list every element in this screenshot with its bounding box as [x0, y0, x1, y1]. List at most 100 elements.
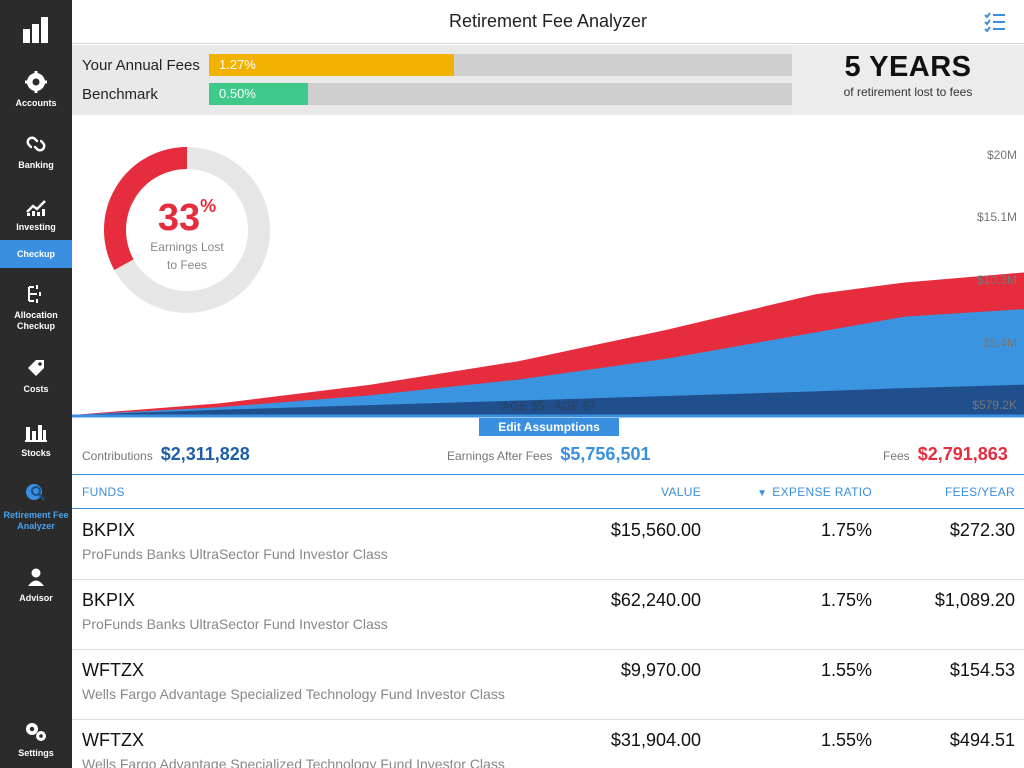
fund-name: ProFunds Banks UltraSector Fund Investor… — [82, 616, 388, 632]
earnings-summary: Earnings After Fees $5,756,501 — [447, 444, 650, 465]
gear-badge-icon — [24, 70, 48, 94]
sidebar-item-allocation-checkup[interactable]: Allocation Checkup — [0, 278, 72, 336]
sidebar-item-banking[interactable]: Banking — [0, 124, 72, 178]
link-icon — [24, 132, 48, 156]
sidebar-item-label: Retirement Fee Analyzer — [3, 510, 69, 531]
fees-label: Fees — [883, 449, 910, 463]
your-fees-value: 1.27% — [219, 57, 256, 72]
summary-bar: Contributions $2,311,828 Earnings After … — [72, 418, 1024, 475]
donut-percent: 33% — [92, 187, 282, 237]
benchmark-value: 0.50% — [219, 86, 256, 101]
your-fees-label: Your Annual Fees — [82, 56, 200, 74]
magnifier-icon — [24, 482, 48, 506]
fees-summary: Fees $2,791,863 — [883, 444, 1008, 465]
column-header-label: EXPENSE RATIO — [772, 485, 872, 499]
donut-percent-sign: % — [200, 196, 217, 216]
benchmark-row: Benchmark 0.50% — [82, 83, 792, 105]
benchmark-bar: 0.50% — [209, 83, 309, 105]
sidebar-item-checkup[interactable]: Checkup — [0, 240, 72, 268]
column-header-value[interactable]: VALUE — [661, 485, 701, 499]
earnings-label: Earnings After Fees — [447, 449, 553, 463]
contributions-value: $2,311,828 — [160, 444, 250, 464]
table-row[interactable]: BKPIX ProFunds Banks UltraSector Fund In… — [72, 580, 1024, 650]
y-tick-label: $15.1M — [976, 210, 1017, 224]
earnings-value: $5,756,501 — [560, 444, 651, 464]
table-row[interactable]: BKPIX ProFunds Banks UltraSector Fund In… — [72, 510, 1024, 580]
fund-fees-year: $494.51 — [949, 730, 1015, 750]
fund-value: $9,970.00 — [620, 660, 701, 680]
fund-fees-year: $154.53 — [949, 660, 1015, 680]
sidebar-item-label: Stocks — [21, 447, 51, 458]
sidebar: Accounts Banking Investing Checkup Alloc… — [0, 0, 72, 768]
person-icon — [24, 565, 48, 589]
fund-expense-ratio: 1.55% — [820, 730, 872, 750]
column-header-fees-year[interactable]: FEES/YEAR — [944, 485, 1015, 499]
sidebar-item-label: Advisor — [19, 592, 53, 603]
sidebar-item-stocks[interactable]: Stocks — [0, 414, 72, 464]
area-series-contributions — [72, 384, 1024, 415]
column-header-funds[interactable]: FUNDS — [82, 485, 125, 499]
header: Retirement Fee Analyzer — [72, 0, 1024, 44]
sidebar-item-retirement-fee-analyzer[interactable]: Retirement Fee Analyzer — [0, 476, 72, 538]
sidebar-item-label: Banking — [18, 159, 54, 170]
table-row[interactable]: WFTZX Wells Fargo Advantage Specialized … — [72, 720, 1024, 768]
contributions-label: Contributions — [82, 449, 153, 463]
projection-area-chart — [72, 272, 1024, 418]
fund-ticker: WFTZX — [82, 660, 144, 680]
donut-caption-line1: Earnings Lost — [150, 240, 224, 254]
fund-expense-ratio: 1.75% — [820, 590, 872, 610]
sidebar-item-costs[interactable]: Costs — [0, 350, 72, 400]
your-fees-row: Your Annual Fees 1.27% — [82, 54, 792, 76]
fund-expense-ratio: 1.75% — [820, 520, 872, 540]
fund-ticker: BKPIX — [82, 590, 136, 610]
y-tick-label: $20M — [986, 148, 1017, 162]
your-fees-bar: 1.27% — [209, 54, 454, 76]
benchmark-track: 0.50% — [209, 83, 792, 105]
sidebar-item-settings[interactable]: Settings — [0, 714, 72, 764]
fund-name: Wells Fargo Advantage Specialized Techno… — [82, 756, 505, 768]
funds-table-header: FUNDS VALUE ▼ EXPENSE RATIO FEES/YEAR — [72, 476, 1024, 509]
donut-fees-slice — [104, 147, 188, 270]
sidebar-item-label: Checkup — [16, 248, 55, 259]
sidebar-item-label: Accounts — [15, 97, 57, 108]
sidebar-item-investing[interactable]: Investing — [0, 186, 72, 240]
sidebar-item-label: Investing — [16, 221, 56, 232]
allocation-tree-icon — [24, 282, 48, 306]
column-header-expense-ratio[interactable]: ▼ EXPENSE RATIO — [757, 485, 872, 499]
y-tick-label: $5.4M — [983, 336, 1017, 350]
sidebar-item-accounts[interactable]: Accounts — [0, 62, 72, 116]
y-tick-label: $10.3M — [976, 273, 1017, 287]
contributions-summary: Contributions $2,311,828 — [82, 444, 250, 465]
donut-percent-number: 33 — [157, 197, 201, 239]
checklist-icon[interactable] — [984, 12, 1006, 33]
sort-desc-icon: ▼ — [757, 488, 768, 499]
x-axis-label: AGE 35 - AGE 67 — [502, 399, 597, 413]
earnings-lost-donut — [104, 147, 270, 313]
sidebar-item-advisor[interactable]: Advisor — [0, 560, 72, 608]
bar-chart-icon — [24, 420, 48, 444]
edit-assumptions-button[interactable]: Edit Assumptions — [479, 418, 619, 436]
fund-value: $15,560.00 — [610, 520, 701, 540]
fund-value: $31,904.00 — [610, 730, 701, 750]
gears-icon — [24, 720, 48, 744]
fee-comparison-panel: Your Annual Fees 1.27% Benchmark 0.50% 5… — [72, 45, 1024, 115]
app-logo-icon[interactable] — [0, 0, 72, 60]
donut-caption-line2: to Fees — [166, 258, 208, 272]
fund-ticker: WFTZX — [82, 730, 144, 750]
table-row[interactable]: WFTZX Wells Fargo Advantage Specialized … — [72, 650, 1024, 720]
sidebar-item-label: Allocation Checkup — [14, 310, 58, 331]
y-tick-label: $579.2K — [972, 398, 1017, 412]
fund-ticker: BKPIX — [82, 520, 136, 540]
chart-area: 33% Earnings Lost to Fees $20M $15.1M $1… — [72, 115, 1024, 418]
donut-center: 33% Earnings Lost to Fees — [92, 187, 282, 273]
price-tag-icon — [24, 356, 48, 380]
fees-value: $2,791,863 — [917, 444, 1008, 464]
sidebar-item-label: Settings — [18, 747, 54, 758]
years-lost-box: 5 YEARS of retirement lost to fees — [792, 45, 1024, 115]
fund-fees-year: $272.30 — [949, 520, 1015, 540]
your-fees-track: 1.27% — [209, 54, 792, 76]
fund-expense-ratio: 1.55% — [820, 660, 872, 680]
sidebar-item-label: Costs — [23, 383, 49, 394]
trend-chart-icon — [24, 194, 48, 218]
page-title: Retirement Fee Analyzer — [448, 11, 648, 31]
